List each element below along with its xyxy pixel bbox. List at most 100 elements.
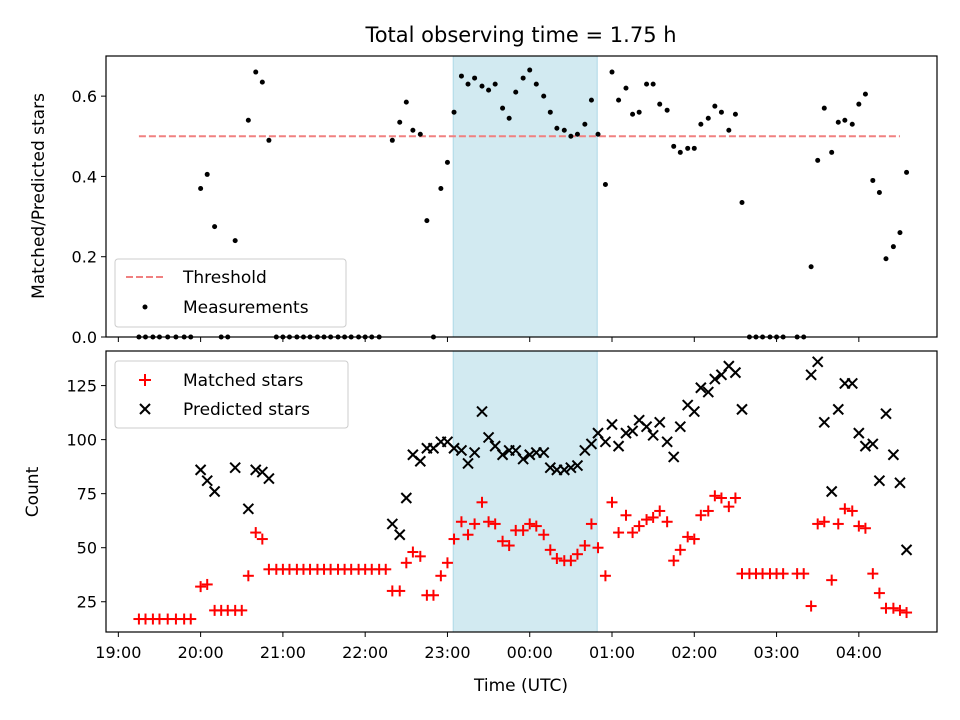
measurement-point <box>829 149 835 155</box>
predicted-star-point <box>900 544 913 556</box>
matched-star-point <box>729 492 741 504</box>
measurement-point <box>644 81 650 87</box>
predicted-star-point <box>709 373 721 385</box>
measurement-point <box>650 81 656 87</box>
y-tick-label: 25 <box>77 593 97 612</box>
measurement-point <box>677 149 683 155</box>
predicted-star-point <box>647 429 659 442</box>
matched-star-point <box>798 568 810 580</box>
predicted-star-point <box>524 449 536 461</box>
matched-star-point <box>592 542 604 554</box>
measurement-point <box>904 169 910 175</box>
matched-star-point <box>702 505 714 517</box>
measurement-point <box>444 159 450 165</box>
y-tick-label: 0.4 <box>72 167 97 186</box>
count-legend: Matched stars Predicted stars <box>114 360 349 429</box>
matched-star-point <box>873 587 885 599</box>
measurement-point <box>718 109 724 115</box>
matched-star-point <box>195 581 207 593</box>
predicted-star-point <box>668 451 680 463</box>
matched-star-point <box>867 568 879 580</box>
y-tick-label: 100 <box>66 431 97 450</box>
predicted-star-point <box>626 425 639 437</box>
matched-star-point <box>256 533 268 545</box>
matched-star-point <box>476 496 488 508</box>
predicted-star-point <box>894 477 906 489</box>
measurement-point <box>636 109 642 115</box>
measurement-point <box>259 79 265 85</box>
matched-star-point <box>497 535 509 547</box>
predicted-star-point <box>880 407 892 420</box>
predicted-star-point <box>565 462 577 474</box>
legend-matched-label: Matched stars <box>183 371 303 391</box>
measurement-point <box>582 121 588 127</box>
ratio-legend: Threshold Measurements <box>114 258 347 328</box>
measurement-point <box>808 264 814 270</box>
measurement-point <box>876 189 882 195</box>
count-y-axis-label: Count <box>23 466 43 517</box>
predicted-star-point <box>729 366 742 379</box>
matched-star-point <box>695 509 707 521</box>
x-axis-label: Time (UTC) <box>473 676 568 696</box>
measurement-point <box>574 131 580 137</box>
matched-star-point <box>380 563 392 575</box>
predicted-star-point <box>250 464 262 476</box>
x-tick-label: 03:00 <box>754 643 800 662</box>
matched-star-point <box>236 604 248 616</box>
predicted-star-point <box>695 382 707 394</box>
measurement-point <box>835 119 841 125</box>
x-tick-label: 04:00 <box>836 643 882 662</box>
predicted-star-point <box>496 449 509 461</box>
predicted-star-point <box>867 438 879 450</box>
count-panel-frame <box>105 350 938 633</box>
measurement-point <box>554 125 560 131</box>
measurement-point <box>417 131 423 137</box>
measurement-point <box>705 115 711 121</box>
matched-star-point <box>661 516 673 528</box>
matched-star-point <box>551 553 563 565</box>
matched-star-point <box>613 527 625 539</box>
predicted-star-point <box>544 462 557 474</box>
predicted-star-point <box>400 492 413 504</box>
predicted-star-point <box>654 416 666 429</box>
predicted-star-point <box>661 436 673 448</box>
matched-star-point <box>715 492 727 504</box>
matched-star-point <box>427 589 439 601</box>
matched-star-point <box>185 613 197 625</box>
matched-star-point <box>469 518 481 530</box>
measurement-point <box>671 143 677 149</box>
measurement-point <box>609 69 615 75</box>
matched-star-point <box>407 546 419 558</box>
measurement-point <box>664 107 670 113</box>
y-tick-label: 0.0 <box>72 328 97 347</box>
matched-star-point <box>441 557 453 569</box>
measurement-point <box>245 117 251 123</box>
measurement-point <box>890 244 896 250</box>
measurement-point <box>403 99 409 105</box>
matched-star-point <box>242 570 254 582</box>
y-tick-label: 125 <box>66 377 97 396</box>
measurement-point <box>204 171 210 177</box>
measurement-point <box>424 218 430 224</box>
matched-star-point <box>818 516 830 528</box>
y-tick-label: 0.6 <box>72 87 97 106</box>
measurement-point <box>513 89 519 95</box>
measurement-point <box>602 181 608 187</box>
matched-star-point <box>674 544 686 556</box>
predicted-star-point <box>482 431 495 444</box>
measurement-point <box>410 127 416 133</box>
ratio-y-axis-label: Matched/Predicted stars <box>29 93 49 299</box>
measurement-point <box>698 121 704 127</box>
matched-star-point <box>627 527 639 539</box>
measurement-point <box>458 73 464 79</box>
measurement-point <box>726 127 732 133</box>
observing-window-span <box>452 55 598 338</box>
matched-star-point <box>709 490 721 502</box>
predicted-star-point <box>585 438 598 450</box>
measurement-point <box>739 200 745 206</box>
count-legend-box <box>114 360 349 429</box>
measurement-point <box>685 145 691 151</box>
measurement-point <box>815 157 821 163</box>
measurement-point <box>623 85 629 91</box>
matched-star-point <box>462 529 474 541</box>
